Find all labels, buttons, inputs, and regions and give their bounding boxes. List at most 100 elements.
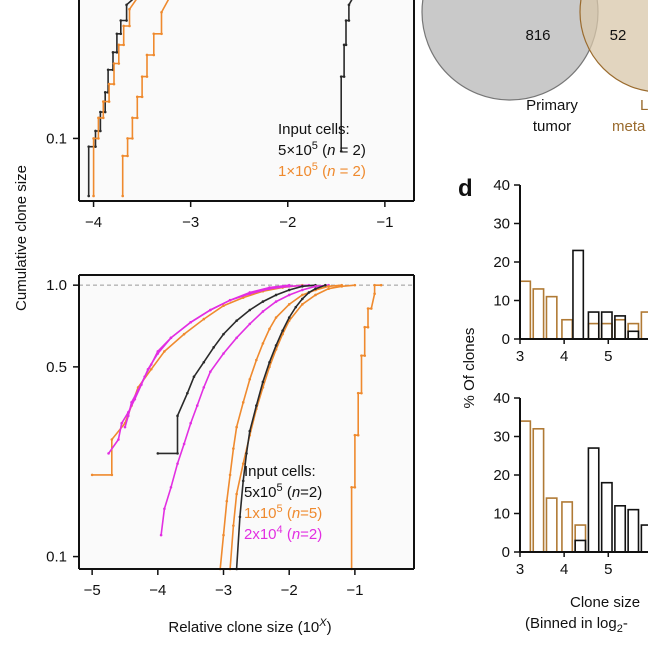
series-point (202, 386, 206, 389)
series-point (156, 452, 160, 455)
series-point (350, 485, 353, 489)
series-point (103, 91, 107, 94)
series-point (107, 82, 111, 86)
series-point (363, 325, 367, 329)
series-point (373, 283, 376, 287)
series-point (128, 24, 131, 28)
x-tick-label: −4 (149, 582, 166, 599)
bar (561, 501, 574, 553)
series-point (189, 421, 192, 425)
series-point (324, 283, 327, 287)
plot-area (79, 275, 414, 569)
y-tick-label: 0 (502, 544, 510, 561)
series-point (97, 137, 100, 140)
series-point (274, 300, 278, 303)
venn-right-label-1: L (640, 97, 648, 114)
venn-right-label-2: meta (612, 118, 646, 135)
series-point (356, 391, 360, 395)
series-point (228, 298, 232, 302)
series-point (122, 24, 125, 28)
series-point (353, 433, 357, 437)
series-point (149, 367, 153, 371)
legend-entry: 1x105 (n=5) (244, 503, 322, 522)
series-point (169, 485, 173, 489)
series-point (163, 507, 166, 511)
series-point (261, 300, 265, 303)
bar (587, 447, 600, 553)
y-tick-label: 40 (493, 177, 510, 194)
x-axis-label: Relative clone size (10X) (168, 617, 331, 636)
x-tick-label: −4 (85, 214, 102, 231)
series-point (90, 473, 94, 477)
bar (561, 318, 574, 340)
series-point (268, 287, 271, 291)
series-point (120, 421, 123, 425)
series-point (119, 19, 123, 22)
x-tick-label: −3 (182, 214, 199, 231)
bar (532, 427, 545, 553)
bar (545, 295, 558, 340)
series-point (353, 485, 357, 489)
series-point (356, 433, 360, 437)
series-point (238, 515, 242, 519)
series-point (169, 336, 173, 340)
series-point (94, 145, 97, 148)
series-point (232, 524, 235, 527)
series-point (294, 305, 298, 309)
panel-d-xlabel-1: Clone size (570, 594, 640, 611)
chart-top-left: −4 −3 −2 −1 0.1 Input cells: 5×105 (n = 2) 1×10… (46, 0, 415, 231)
series-point (176, 462, 179, 465)
series-point (261, 342, 265, 345)
bar (574, 524, 587, 553)
series-point (131, 116, 134, 120)
series-point (287, 288, 291, 292)
series-point (370, 307, 373, 310)
series-point (107, 100, 111, 103)
series-point (342, 43, 346, 47)
series-point (379, 283, 383, 287)
series-point (121, 154, 124, 158)
x-tick-label: 4 (560, 561, 568, 578)
series-point (327, 287, 330, 291)
y-tick-label: 20 (493, 467, 510, 484)
series-point (248, 377, 252, 381)
series-point (268, 327, 271, 331)
series-point (287, 316, 291, 319)
series-point (248, 322, 252, 326)
y-tick-label: 30 (493, 429, 510, 446)
series-line-6 (229, 284, 355, 570)
series-point (340, 285, 344, 288)
series-point (366, 325, 370, 329)
series-point (92, 194, 95, 198)
series-point (152, 53, 156, 57)
x-tick-label: −1 (346, 582, 363, 599)
series-point (373, 292, 376, 296)
series-point (339, 149, 343, 153)
y-tick-label: 0.1 (46, 549, 67, 566)
legend-title: Input cells: (278, 121, 350, 138)
series-point (123, 425, 127, 429)
bar (587, 311, 600, 340)
series-point (117, 43, 121, 47)
series-point (130, 401, 133, 404)
series-point (209, 370, 212, 373)
series-point (281, 329, 284, 332)
series-point (301, 288, 304, 292)
series-point (245, 452, 248, 455)
series-point (117, 62, 121, 65)
series-point (339, 75, 343, 78)
series-point (145, 75, 149, 78)
series-point (314, 293, 317, 297)
bar (640, 311, 648, 340)
series-point (182, 442, 186, 446)
bar (519, 280, 532, 340)
series-point (125, 19, 128, 22)
series-point (145, 53, 149, 57)
series-point (115, 32, 119, 36)
venn-left-number: 816 (525, 27, 550, 44)
series-point (126, 414, 130, 418)
bar (600, 311, 613, 340)
series-point (122, 43, 125, 47)
series-point (261, 380, 265, 384)
series-point (327, 285, 330, 288)
